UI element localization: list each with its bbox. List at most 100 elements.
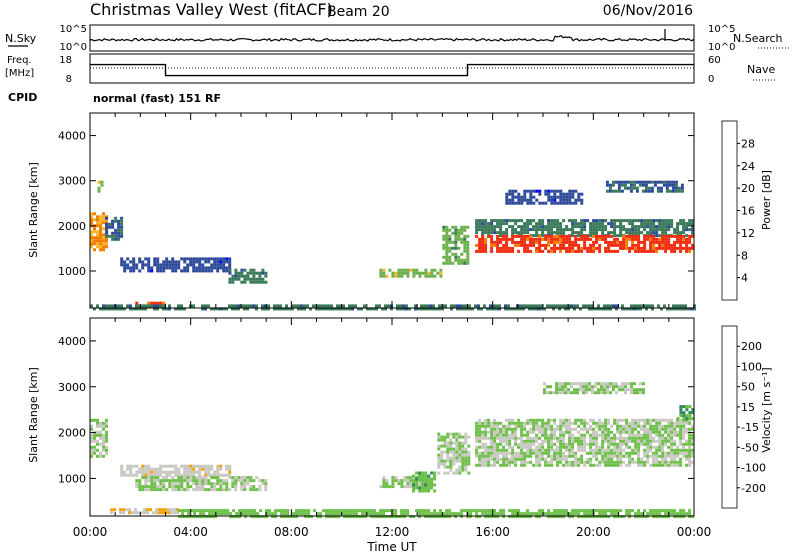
power-cell <box>643 249 647 253</box>
velocity-cell <box>598 421 602 425</box>
velocity-cell <box>562 445 566 449</box>
velocity-cell <box>186 470 190 474</box>
power-cell <box>502 234 506 238</box>
power-cell <box>658 246 662 250</box>
power-cell <box>640 219 644 223</box>
velocity-cell <box>547 463 551 467</box>
power-cell <box>490 225 494 229</box>
power-cell <box>691 222 695 226</box>
power-cell <box>652 222 656 226</box>
power-cell <box>474 304 477 308</box>
power-cell <box>565 198 569 202</box>
velocity-cell <box>535 439 539 443</box>
power-cell <box>306 304 309 308</box>
power-cell <box>490 237 494 241</box>
velocity-cell <box>619 418 623 422</box>
power-cell <box>511 228 515 232</box>
velocity-cell <box>201 476 205 480</box>
power-cell <box>661 225 665 229</box>
power-colorbar-label: Power [dB] <box>760 170 773 230</box>
velocity-cell <box>446 435 450 439</box>
velocity-cell <box>655 445 659 449</box>
velocity-cell <box>502 515 506 519</box>
power-cell <box>147 263 151 267</box>
power-cell <box>481 246 485 250</box>
power-cell <box>641 189 645 193</box>
velocity-cell <box>529 512 533 516</box>
power-cell <box>652 240 656 244</box>
velocity-cell <box>452 447 456 451</box>
velocity-ytick-label: 4000 <box>58 335 86 348</box>
velocity-cell <box>461 456 465 460</box>
power-cell <box>93 242 96 246</box>
velocity-cell <box>595 445 599 449</box>
velocity-cell <box>673 457 677 461</box>
power-cell <box>484 249 488 253</box>
power-cell <box>231 280 235 284</box>
velocity-cell <box>667 430 671 434</box>
velocity-cell <box>198 485 202 489</box>
velocity-cell <box>171 470 175 474</box>
power-cell <box>141 307 144 311</box>
velocity-cell <box>201 467 205 471</box>
power-cell <box>562 234 566 238</box>
power-cell <box>523 243 527 247</box>
power-cell <box>680 183 684 187</box>
velocity-cell <box>562 436 566 440</box>
velocity-cell <box>90 433 93 437</box>
velocity-cell <box>598 445 602 449</box>
velocity-cell <box>222 473 226 477</box>
power-cell <box>562 219 566 223</box>
power-cell <box>673 234 677 238</box>
power-cell <box>330 307 333 311</box>
velocity-cell <box>610 442 614 446</box>
velocity-cell <box>180 482 184 486</box>
velocity-cell <box>502 433 506 437</box>
power-cell <box>577 243 581 247</box>
power-cell <box>324 304 327 308</box>
velocity-cell <box>158 511 162 515</box>
velocity-cell <box>478 463 482 467</box>
power-cell <box>478 237 482 241</box>
velocity-cell <box>517 421 521 425</box>
power-cell <box>577 198 581 202</box>
velocity-cell <box>646 436 650 440</box>
velocity-cell <box>173 508 177 512</box>
power-cell <box>165 263 169 267</box>
power-cell <box>177 260 181 264</box>
power-cell <box>120 219 124 223</box>
date-label: 06/Nov/2016 <box>603 3 693 19</box>
velocity-cell <box>634 418 638 422</box>
power-cell <box>279 307 282 311</box>
velocity-cell <box>478 445 482 449</box>
velocity-cell <box>481 442 485 446</box>
velocity-cell <box>382 515 386 519</box>
velocity-cell <box>467 456 471 460</box>
velocity-cell <box>243 485 247 489</box>
velocity-cell <box>655 424 659 428</box>
velocity-cell <box>388 485 392 489</box>
velocity-cell <box>170 511 174 515</box>
velocity-cell <box>649 439 653 443</box>
velocity-cell <box>484 445 488 449</box>
power-cell <box>586 249 590 253</box>
velocity-cell <box>538 454 542 458</box>
velocity-cell <box>637 421 641 425</box>
velocity-cell <box>481 445 485 449</box>
velocity-cell <box>606 385 609 389</box>
power-cell <box>507 304 510 308</box>
velocity-cell <box>526 445 530 449</box>
power-cell <box>162 263 166 267</box>
velocity-cell <box>628 427 632 431</box>
velocity-cell <box>496 442 500 446</box>
power-cell <box>246 271 250 275</box>
power-cell <box>673 231 677 235</box>
power-cell <box>300 304 303 308</box>
velocity-cell <box>688 411 692 415</box>
power-cell <box>637 249 641 253</box>
power-cell <box>96 239 99 243</box>
velocity-cell <box>440 435 444 439</box>
power-cell <box>553 234 557 238</box>
velocity-cell <box>443 471 447 475</box>
power-cell <box>637 231 641 235</box>
